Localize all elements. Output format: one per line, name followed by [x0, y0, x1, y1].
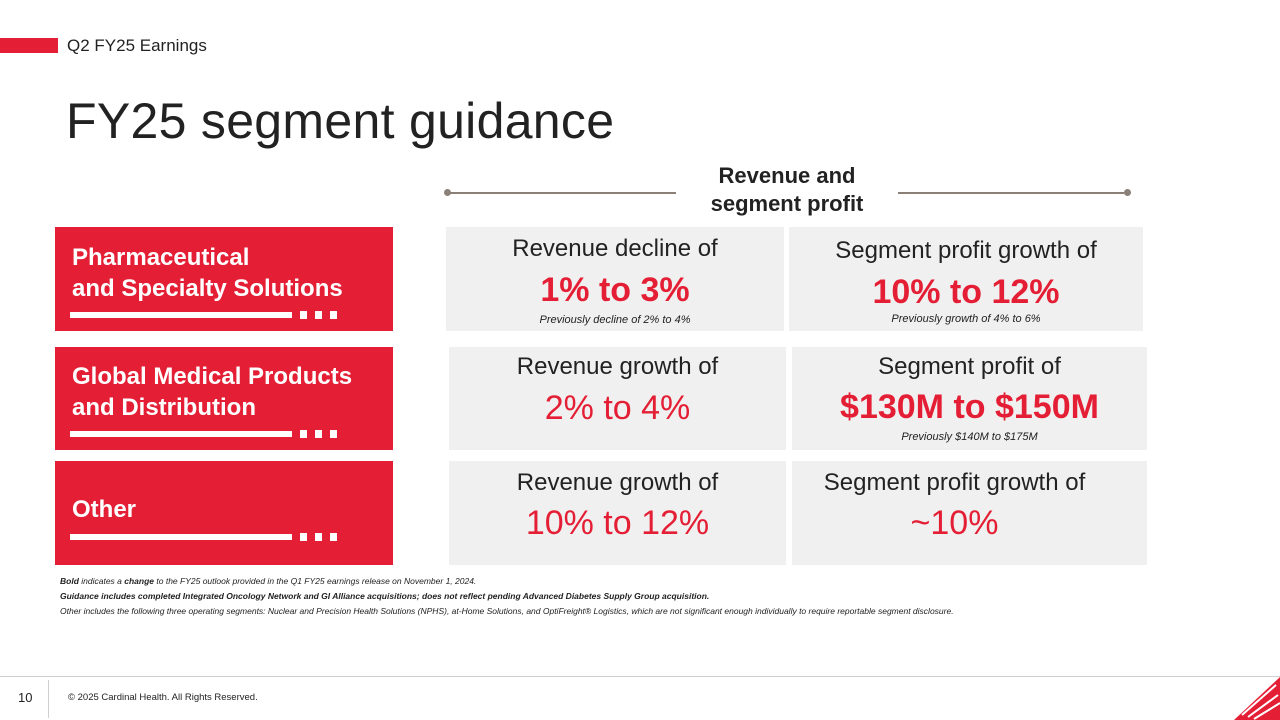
footnote-other: Other includes the following three opera… — [60, 606, 954, 616]
segment-label-pharma: Pharmaceutical and Specialty Solutions — [55, 227, 393, 331]
accent-bar — [0, 38, 58, 53]
segment-square — [300, 311, 307, 319]
segment-square — [330, 311, 337, 319]
footer-separator — [48, 680, 49, 718]
cardinal-health-logo-icon — [1234, 677, 1280, 720]
guidance-lead: Revenue growth of — [516, 469, 719, 496]
guidance-previous: Previously growth of 4% to 6% — [891, 313, 1041, 325]
segment-square — [300, 430, 307, 438]
footer-divider — [0, 676, 1280, 677]
column-header: Revenue and segment profit — [444, 160, 1131, 220]
rule-line-right — [898, 192, 1124, 194]
guidance-value: 1% to 3% — [540, 271, 690, 309]
footnotes: Bold indicates a change to the FY25 outl… — [60, 574, 954, 619]
rule-dot-left — [444, 189, 451, 196]
guidance-lead: Segment profit of — [878, 353, 1061, 380]
segment-name: Pharmaceutical and Specialty Solutions — [72, 244, 343, 302]
column-header-line2: segment profit — [710, 191, 864, 216]
guidance-lead: Segment profit growth of — [835, 237, 1097, 264]
footnote-bold-change: Bold indicates a change to the FY25 outl… — [60, 576, 477, 586]
guidance-lead: Segment profit growth of — [823, 469, 1086, 496]
guidance-value: $130M to $150M — [840, 388, 1099, 426]
guidance-value: 10% to 12% — [525, 504, 710, 542]
guidance-value: 10% to 12% — [872, 273, 1060, 311]
footnote-guidance: Guidance includes completed Integrated O… — [60, 591, 710, 601]
page-title: FY25 segment guidance — [66, 93, 615, 149]
guidance-lead: Revenue decline of — [512, 235, 718, 262]
guidance-previous: Previously decline of 2% to 4% — [539, 314, 691, 326]
segment-square — [300, 533, 307, 541]
section-eyebrow: Q2 FY25 Earnings — [67, 36, 207, 55]
segment-label-other: Other — [55, 461, 393, 565]
guidance-lead: Revenue growth of — [516, 353, 719, 380]
rule-dot-right — [1124, 189, 1131, 196]
segment-square — [315, 430, 322, 438]
pharma-revenue-cell: Revenue decline of 1% to 3% Previously d… — [446, 227, 784, 331]
segment-label-gmpd: Global Medical Products and Distribution — [55, 347, 393, 450]
segment-square — [315, 311, 322, 319]
segment-name: Global Medical Products and Distribution — [72, 363, 353, 421]
gmpd-profit-cell: Segment profit of $130M to $150M Previou… — [792, 347, 1147, 450]
segment-underline — [70, 431, 292, 437]
segment-square — [330, 430, 337, 438]
segment-name: Other — [72, 496, 137, 523]
segment-underline — [70, 534, 292, 540]
column-header-label: Revenue and segment profit — [676, 162, 898, 218]
rule-line-left — [448, 192, 676, 194]
segment-square — [315, 533, 322, 541]
segment-underline — [70, 312, 292, 318]
page-number: 10 — [18, 690, 33, 705]
other-profit-cell: Segment profit growth of ~10% — [792, 461, 1147, 565]
column-header-line1: Revenue and — [718, 163, 856, 188]
guidance-value: 2% to 4% — [544, 389, 691, 427]
segment-square — [330, 533, 337, 541]
gmpd-revenue-cell: Revenue growth of 2% to 4% — [449, 347, 786, 450]
other-revenue-cell: Revenue growth of 10% to 12% — [449, 461, 786, 565]
copyright: © 2025 Cardinal Health. All Rights Reser… — [68, 692, 258, 703]
guidance-value: ~10% — [910, 504, 999, 542]
guidance-previous: Previously $140M to $175M — [901, 431, 1038, 443]
pharma-profit-cell: Segment profit growth of 10% to 12% Prev… — [789, 227, 1143, 331]
